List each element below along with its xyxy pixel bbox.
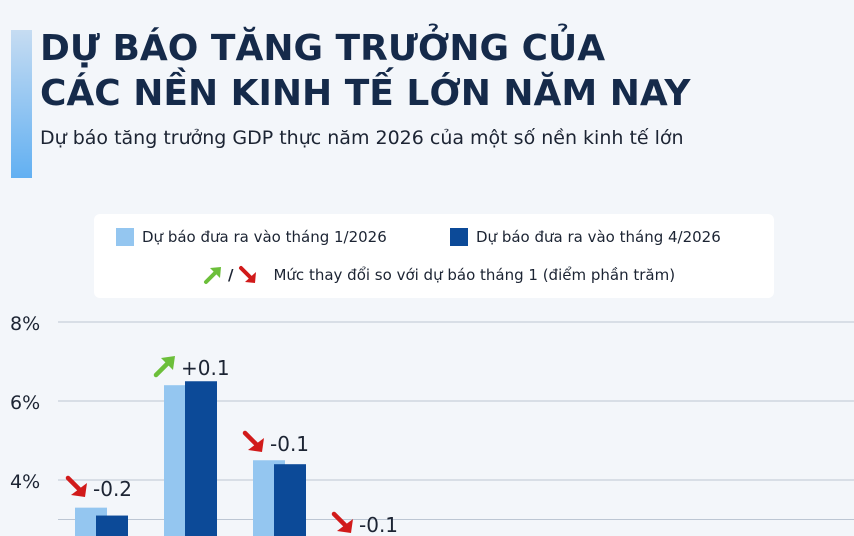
- accent-bar: [11, 30, 32, 178]
- legend-label-apr: Dự báo đưa ra vào tháng 4/2026: [476, 228, 721, 246]
- bar-apr: [274, 464, 306, 536]
- title-line-1: DỰ BÁO TĂNG TRƯỞNG CỦA: [40, 28, 606, 69]
- bar-apr: [185, 381, 217, 536]
- y-tick-label: 8%: [10, 313, 40, 335]
- arrow-down-icon: [239, 266, 257, 283]
- arrow-down-icon: [242, 430, 264, 452]
- legend-label-jan: Dự báo đưa ra vào tháng 1/2026: [142, 228, 387, 246]
- legend-item-change: / Mức thay đổi so với dự báo tháng 1 (đi…: [202, 264, 675, 286]
- arrow-down-icon: [331, 511, 353, 533]
- title-line-2: CÁC NỀN KINH TẾ LỚN NĂM NAY: [40, 73, 691, 114]
- legend-item-apr: Dự báo đưa ra vào tháng 4/2026: [450, 228, 721, 246]
- legend-swatch-jan: [116, 228, 134, 246]
- arrow-down-icon: [65, 475, 87, 497]
- change-label: -0.1: [359, 513, 398, 536]
- page-subtitle: Dự báo tăng trưởng GDP thực năm 2026 của…: [40, 127, 684, 149]
- legend-swatch-apr: [450, 228, 468, 246]
- legend: Dự báo đưa ra vào tháng 1/2026 Dự báo đư…: [94, 214, 774, 298]
- legend-change-note: Mức thay đổi so với dự báo tháng 1 (điểm…: [273, 266, 676, 284]
- y-tick-label: 4%: [10, 471, 40, 493]
- bar-apr: [96, 515, 128, 536]
- legend-item-jan: Dự báo đưa ra vào tháng 1/2026: [116, 228, 387, 246]
- arrow-up-icon: [204, 267, 221, 284]
- page-title: DỰ BÁO TĂNG TRƯỞNG CỦA CÁC NỀN KINH TẾ L…: [40, 26, 690, 116]
- bar-chart: 8% 6% 4% -0.2 +0.1 -0.1 -0.1: [10, 313, 854, 536]
- legend-change-separator: /: [228, 266, 234, 284]
- y-tick-label: 6%: [10, 392, 40, 414]
- change-label: -0.1: [270, 432, 309, 456]
- change-label: +0.1: [181, 356, 230, 380]
- change-label: -0.2: [93, 477, 132, 501]
- arrow-up-icon: [153, 356, 175, 378]
